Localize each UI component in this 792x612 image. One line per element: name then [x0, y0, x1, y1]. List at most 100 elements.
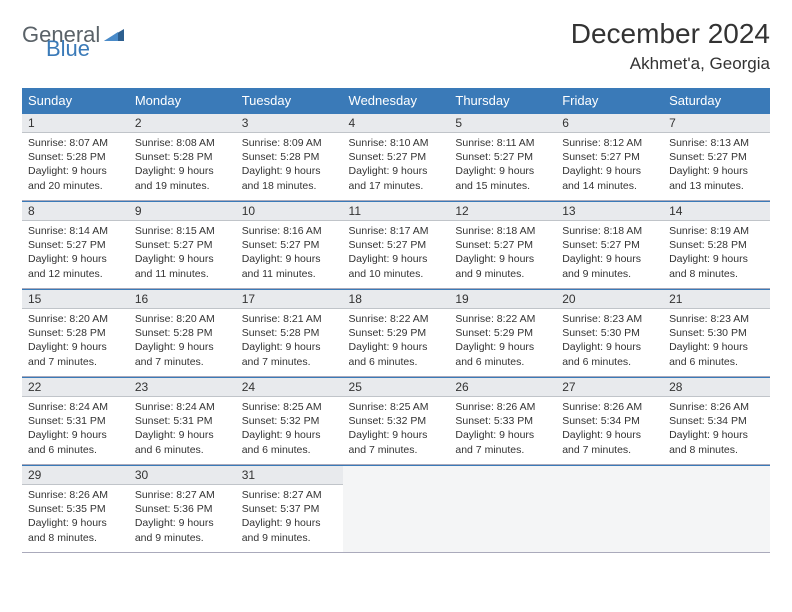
day-cell: 21Sunrise: 8:23 AMSunset: 5:30 PMDayligh…	[663, 289, 770, 377]
day-number: 22	[22, 377, 129, 397]
calendar-cell: 11Sunrise: 8:17 AMSunset: 5:27 PMDayligh…	[343, 201, 450, 289]
calendar-cell: 9Sunrise: 8:15 AMSunset: 5:27 PMDaylight…	[129, 201, 236, 289]
sunrise-line: Sunrise: 8:22 AM	[455, 312, 550, 326]
calendar-cell: 2Sunrise: 8:08 AMSunset: 5:28 PMDaylight…	[129, 113, 236, 201]
calendar-cell: 31Sunrise: 8:27 AMSunset: 5:37 PMDayligh…	[236, 465, 343, 553]
day-cell: 14Sunrise: 8:19 AMSunset: 5:28 PMDayligh…	[663, 201, 770, 289]
day-content: Sunrise: 8:23 AMSunset: 5:30 PMDaylight:…	[556, 309, 663, 375]
day-cell: 24Sunrise: 8:25 AMSunset: 5:32 PMDayligh…	[236, 377, 343, 465]
day-cell: 3Sunrise: 8:09 AMSunset: 5:28 PMDaylight…	[236, 113, 343, 201]
daylight-line: Daylight: 9 hours and 9 minutes.	[135, 516, 230, 544]
sunset-line: Sunset: 5:27 PM	[455, 238, 550, 252]
sunrise-line: Sunrise: 8:20 AM	[135, 312, 230, 326]
day-number: 26	[449, 377, 556, 397]
day-content: Sunrise: 8:27 AMSunset: 5:37 PMDaylight:…	[236, 485, 343, 551]
daylight-line: Daylight: 9 hours and 10 minutes.	[349, 252, 444, 280]
day-cell: 23Sunrise: 8:24 AMSunset: 5:31 PMDayligh…	[129, 377, 236, 465]
sunset-line: Sunset: 5:29 PM	[349, 326, 444, 340]
day-content: Sunrise: 8:20 AMSunset: 5:28 PMDaylight:…	[22, 309, 129, 375]
day-number: 29	[22, 465, 129, 485]
sunset-line: Sunset: 5:27 PM	[455, 150, 550, 164]
day-cell: 17Sunrise: 8:21 AMSunset: 5:28 PMDayligh…	[236, 289, 343, 377]
day-cell: 12Sunrise: 8:18 AMSunset: 5:27 PMDayligh…	[449, 201, 556, 289]
calendar-cell: 23Sunrise: 8:24 AMSunset: 5:31 PMDayligh…	[129, 377, 236, 465]
calendar-cell: 27Sunrise: 8:26 AMSunset: 5:34 PMDayligh…	[556, 377, 663, 465]
day-content: Sunrise: 8:27 AMSunset: 5:36 PMDaylight:…	[129, 485, 236, 551]
day-content: Sunrise: 8:15 AMSunset: 5:27 PMDaylight:…	[129, 221, 236, 287]
day-content: Sunrise: 8:14 AMSunset: 5:27 PMDaylight:…	[22, 221, 129, 287]
logo-text-blue: Blue	[46, 36, 90, 61]
sunset-line: Sunset: 5:29 PM	[455, 326, 550, 340]
day-content: Sunrise: 8:16 AMSunset: 5:27 PMDaylight:…	[236, 221, 343, 287]
calendar-cell	[343, 465, 450, 553]
daylight-line: Daylight: 9 hours and 19 minutes.	[135, 164, 230, 192]
calendar-cell: 3Sunrise: 8:09 AMSunset: 5:28 PMDaylight…	[236, 113, 343, 201]
sunrise-line: Sunrise: 8:08 AM	[135, 136, 230, 150]
logo-triangle-icon	[104, 25, 124, 46]
sunrise-line: Sunrise: 8:26 AM	[669, 400, 764, 414]
day-header: Friday	[556, 88, 663, 113]
day-cell: 22Sunrise: 8:24 AMSunset: 5:31 PMDayligh…	[22, 377, 129, 465]
calendar-cell: 30Sunrise: 8:27 AMSunset: 5:36 PMDayligh…	[129, 465, 236, 553]
day-content: Sunrise: 8:18 AMSunset: 5:27 PMDaylight:…	[449, 221, 556, 287]
day-content: Sunrise: 8:08 AMSunset: 5:28 PMDaylight:…	[129, 133, 236, 199]
daylight-line: Daylight: 9 hours and 7 minutes.	[28, 340, 123, 368]
sunrise-line: Sunrise: 8:17 AM	[349, 224, 444, 238]
daylight-line: Daylight: 9 hours and 14 minutes.	[562, 164, 657, 192]
day-cell: 18Sunrise: 8:22 AMSunset: 5:29 PMDayligh…	[343, 289, 450, 377]
sunset-line: Sunset: 5:27 PM	[349, 238, 444, 252]
sunset-line: Sunset: 5:33 PM	[455, 414, 550, 428]
daylight-line: Daylight: 9 hours and 7 minutes.	[242, 340, 337, 368]
sunset-line: Sunset: 5:37 PM	[242, 502, 337, 516]
day-content: Sunrise: 8:26 AMSunset: 5:34 PMDaylight:…	[556, 397, 663, 463]
daylight-line: Daylight: 9 hours and 6 minutes.	[455, 340, 550, 368]
day-content: Sunrise: 8:17 AMSunset: 5:27 PMDaylight:…	[343, 221, 450, 287]
sunset-line: Sunset: 5:28 PM	[242, 326, 337, 340]
day-number: 15	[22, 289, 129, 309]
day-content: Sunrise: 8:18 AMSunset: 5:27 PMDaylight:…	[556, 221, 663, 287]
day-content: Sunrise: 8:11 AMSunset: 5:27 PMDaylight:…	[449, 133, 556, 199]
day-number: 30	[129, 465, 236, 485]
calendar-cell: 18Sunrise: 8:22 AMSunset: 5:29 PMDayligh…	[343, 289, 450, 377]
day-number: 25	[343, 377, 450, 397]
sunrise-line: Sunrise: 8:07 AM	[28, 136, 123, 150]
sunrise-line: Sunrise: 8:25 AM	[242, 400, 337, 414]
calendar-cell: 12Sunrise: 8:18 AMSunset: 5:27 PMDayligh…	[449, 201, 556, 289]
daylight-line: Daylight: 9 hours and 13 minutes.	[669, 164, 764, 192]
day-content: Sunrise: 8:23 AMSunset: 5:30 PMDaylight:…	[663, 309, 770, 375]
daylight-line: Daylight: 9 hours and 8 minutes.	[669, 252, 764, 280]
daylight-line: Daylight: 9 hours and 6 minutes.	[242, 428, 337, 456]
day-cell: 6Sunrise: 8:12 AMSunset: 5:27 PMDaylight…	[556, 113, 663, 201]
calendar-cell: 20Sunrise: 8:23 AMSunset: 5:30 PMDayligh…	[556, 289, 663, 377]
sunrise-line: Sunrise: 8:14 AM	[28, 224, 123, 238]
title-block: December 2024 Akhmet'a, Georgia	[571, 18, 770, 74]
sunset-line: Sunset: 5:31 PM	[135, 414, 230, 428]
daylight-line: Daylight: 9 hours and 6 minutes.	[669, 340, 764, 368]
sunset-line: Sunset: 5:27 PM	[349, 150, 444, 164]
calendar-cell: 25Sunrise: 8:25 AMSunset: 5:32 PMDayligh…	[343, 377, 450, 465]
day-number: 16	[129, 289, 236, 309]
day-cell: 10Sunrise: 8:16 AMSunset: 5:27 PMDayligh…	[236, 201, 343, 289]
day-header: Tuesday	[236, 88, 343, 113]
sunrise-line: Sunrise: 8:19 AM	[669, 224, 764, 238]
day-header: Saturday	[663, 88, 770, 113]
daylight-line: Daylight: 9 hours and 7 minutes.	[455, 428, 550, 456]
day-content: Sunrise: 8:25 AMSunset: 5:32 PMDaylight:…	[236, 397, 343, 463]
day-cell: 15Sunrise: 8:20 AMSunset: 5:28 PMDayligh…	[22, 289, 129, 377]
daylight-line: Daylight: 9 hours and 12 minutes.	[28, 252, 123, 280]
sunrise-line: Sunrise: 8:27 AM	[135, 488, 230, 502]
daylight-line: Daylight: 9 hours and 6 minutes.	[28, 428, 123, 456]
day-cell: 8Sunrise: 8:14 AMSunset: 5:27 PMDaylight…	[22, 201, 129, 289]
sunrise-line: Sunrise: 8:18 AM	[562, 224, 657, 238]
sunrise-line: Sunrise: 8:23 AM	[669, 312, 764, 326]
week-row: 8Sunrise: 8:14 AMSunset: 5:27 PMDaylight…	[22, 201, 770, 289]
day-number: 28	[663, 377, 770, 397]
daylight-line: Daylight: 9 hours and 8 minutes.	[28, 516, 123, 544]
sunset-line: Sunset: 5:28 PM	[28, 326, 123, 340]
day-number: 12	[449, 201, 556, 221]
day-header: Thursday	[449, 88, 556, 113]
empty-cell	[663, 465, 770, 553]
sunrise-line: Sunrise: 8:16 AM	[242, 224, 337, 238]
sunrise-line: Sunrise: 8:22 AM	[349, 312, 444, 326]
day-number: 2	[129, 113, 236, 133]
